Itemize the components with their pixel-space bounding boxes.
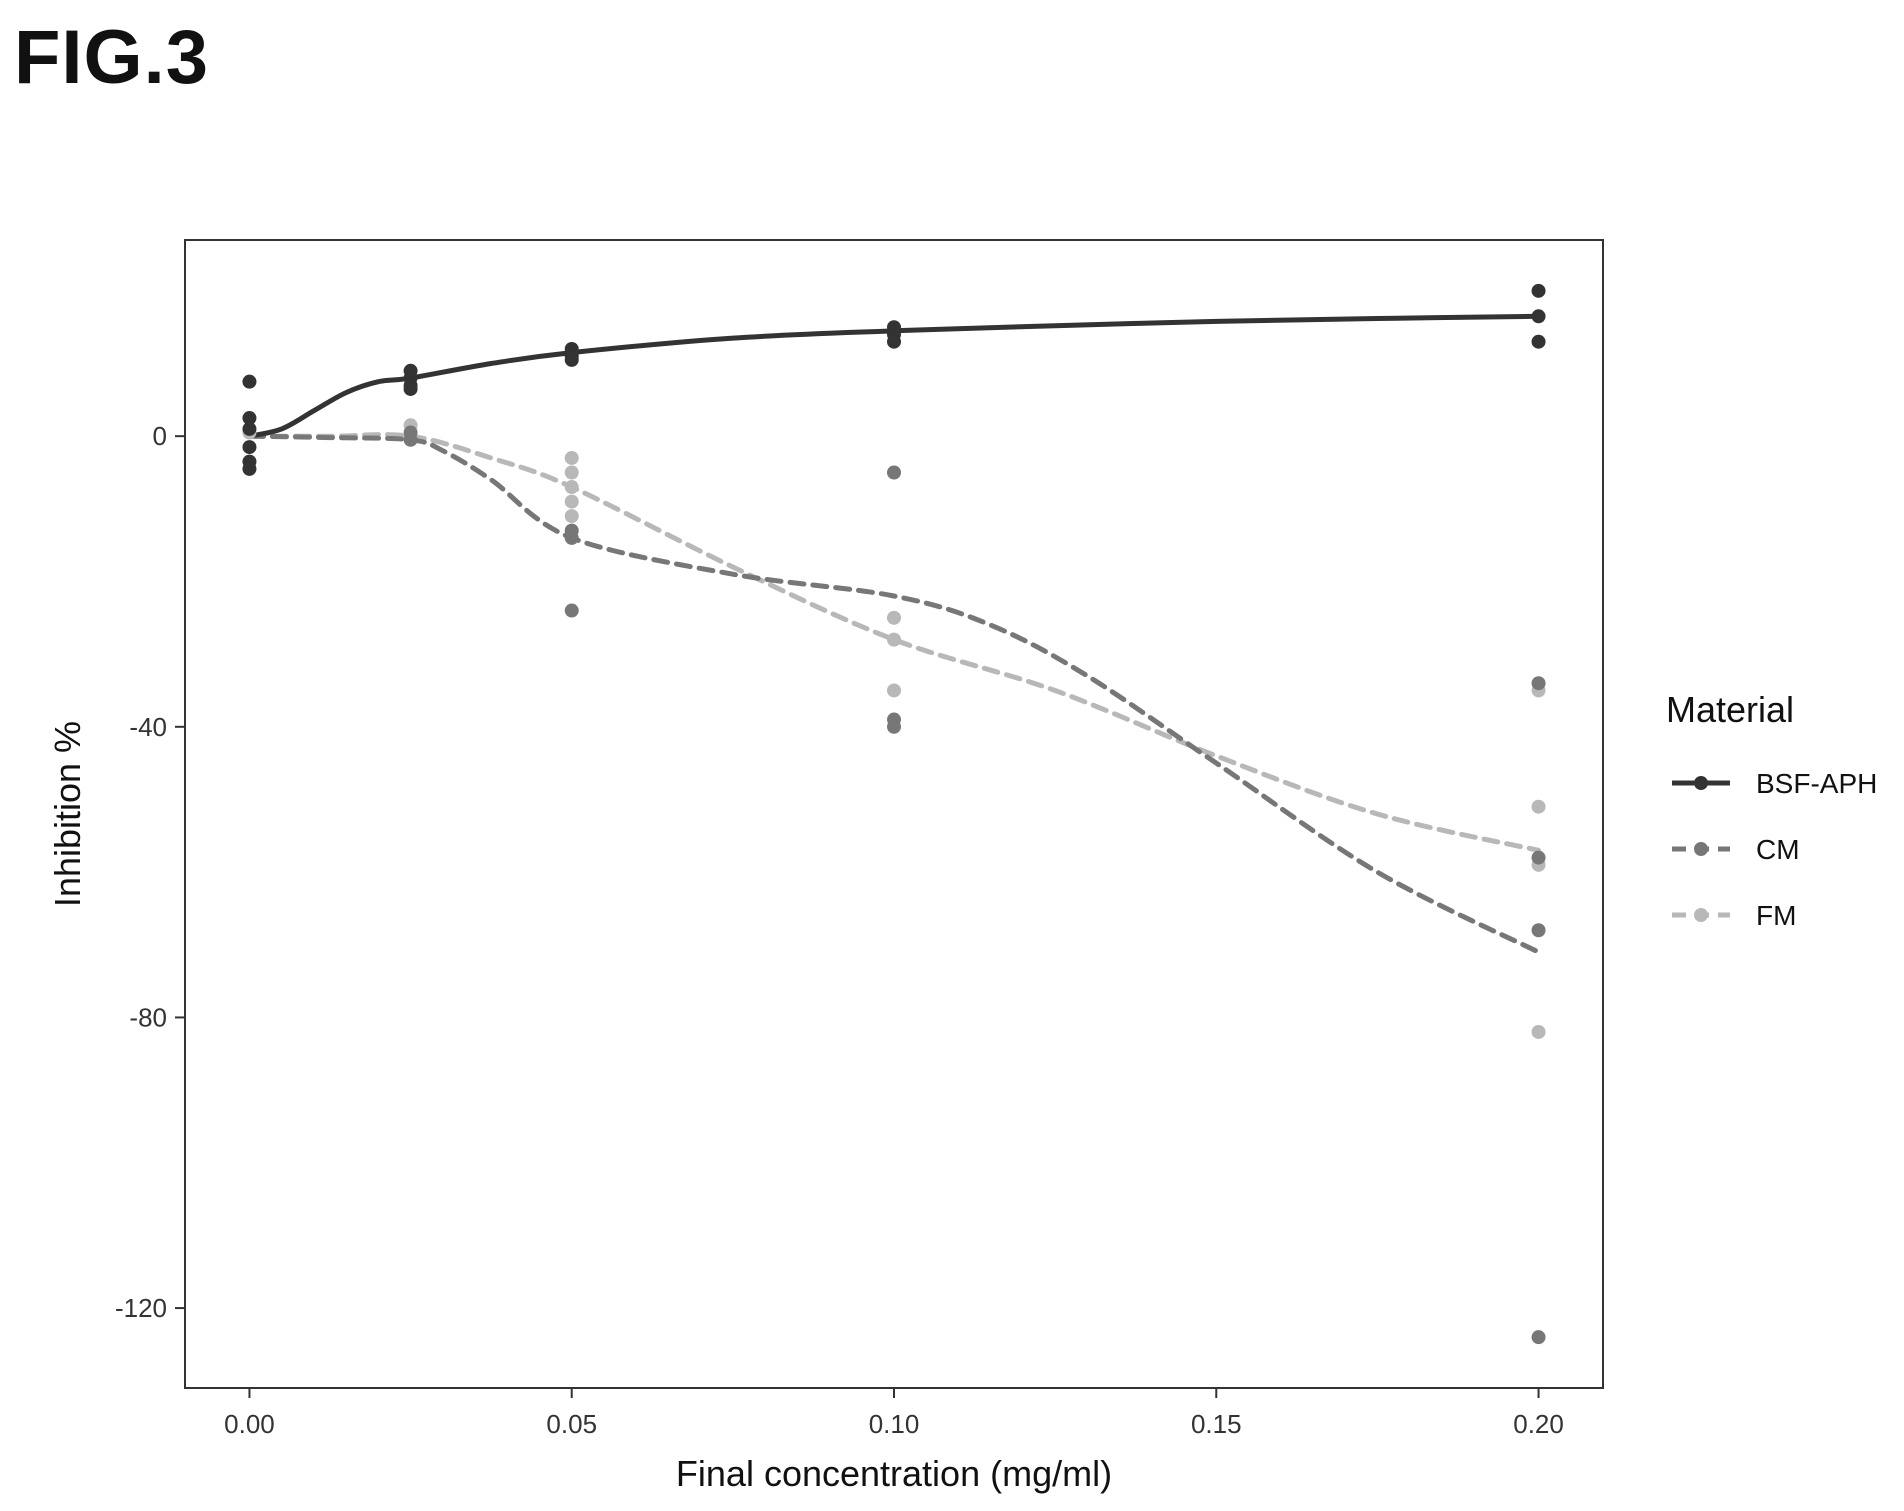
legend-label-cm: CM (1756, 834, 1800, 865)
data-point-cm (1531, 923, 1546, 938)
data-point-fm (1531, 799, 1546, 814)
data-point-fm (564, 465, 579, 480)
y-tick-label: -120 (115, 1293, 167, 1323)
data-point-cm (403, 432, 418, 447)
legend-title: Material (1666, 689, 1794, 730)
legend: Material BSF-APH CM FM (1666, 689, 1877, 931)
legend-key-point-cm (1694, 842, 1708, 856)
figure-label: FIG.3 (14, 15, 210, 100)
y-tick-label: -80 (129, 1002, 167, 1032)
plot-panel-border (184, 239, 1604, 1389)
legend-label-bsf-aph: BSF-APH (1756, 768, 1877, 799)
data-point-bsf-aph (1531, 309, 1546, 324)
data-point-fm (887, 632, 901, 647)
data-point-bsf-aph (564, 352, 579, 367)
data-point-fm (564, 509, 579, 524)
x-tick-label: 0.15 (1191, 1409, 1242, 1439)
x-tick-label: 0.20 (1513, 1409, 1564, 1439)
y-axis-title: Inhibition % (47, 721, 88, 907)
data-point-bsf-aph (242, 421, 257, 436)
data-point-cm (1531, 850, 1546, 865)
data-point-bsf-aph (242, 411, 257, 426)
x-axis-title: Final concentration (mg/ml) (676, 1453, 1112, 1494)
data-point-cm (564, 530, 579, 545)
data-point-bsf-aph (1531, 334, 1546, 349)
trend-line-bsf-aph (247, 313, 1541, 439)
data-point-cm (564, 603, 579, 618)
x-tick-label: 0.05 (546, 1409, 597, 1439)
data-point-bsf-aph (403, 381, 418, 396)
y-tick-label: 0 (153, 421, 167, 451)
data-point-bsf-aph (1531, 283, 1546, 298)
data-point-fm (564, 450, 579, 465)
trend-line-cm (247, 433, 1541, 955)
x-tick-label: 0.10 (869, 1409, 920, 1439)
legend-label-fm: FM (1756, 900, 1796, 931)
legend-key-point-fm (1694, 908, 1708, 922)
data-point-bsf-aph (242, 440, 257, 455)
data-point-cm (887, 719, 901, 734)
data-point-fm (887, 683, 901, 698)
data-point-cm (1531, 676, 1546, 691)
data-point-bsf-aph (887, 334, 901, 349)
y-axis: 0 -40 -80 -120 (115, 421, 185, 1323)
legend-key-point-bsf-aph (1694, 776, 1708, 790)
data-point-cm (1531, 1330, 1546, 1345)
data-points (242, 283, 1546, 1345)
data-point-fm (887, 610, 901, 625)
data-point-cm (887, 465, 901, 480)
data-point-fm (1531, 1024, 1546, 1039)
y-tick-label: -40 (129, 712, 167, 742)
data-point-fm (564, 494, 579, 509)
x-axis: 0.00 0.05 0.10 0.15 0.20 (224, 1388, 1564, 1439)
data-point-fm (564, 480, 579, 495)
data-point-bsf-aph (242, 461, 257, 476)
x-tick-label: 0.00 (224, 1409, 275, 1439)
data-point-bsf-aph (242, 374, 257, 389)
